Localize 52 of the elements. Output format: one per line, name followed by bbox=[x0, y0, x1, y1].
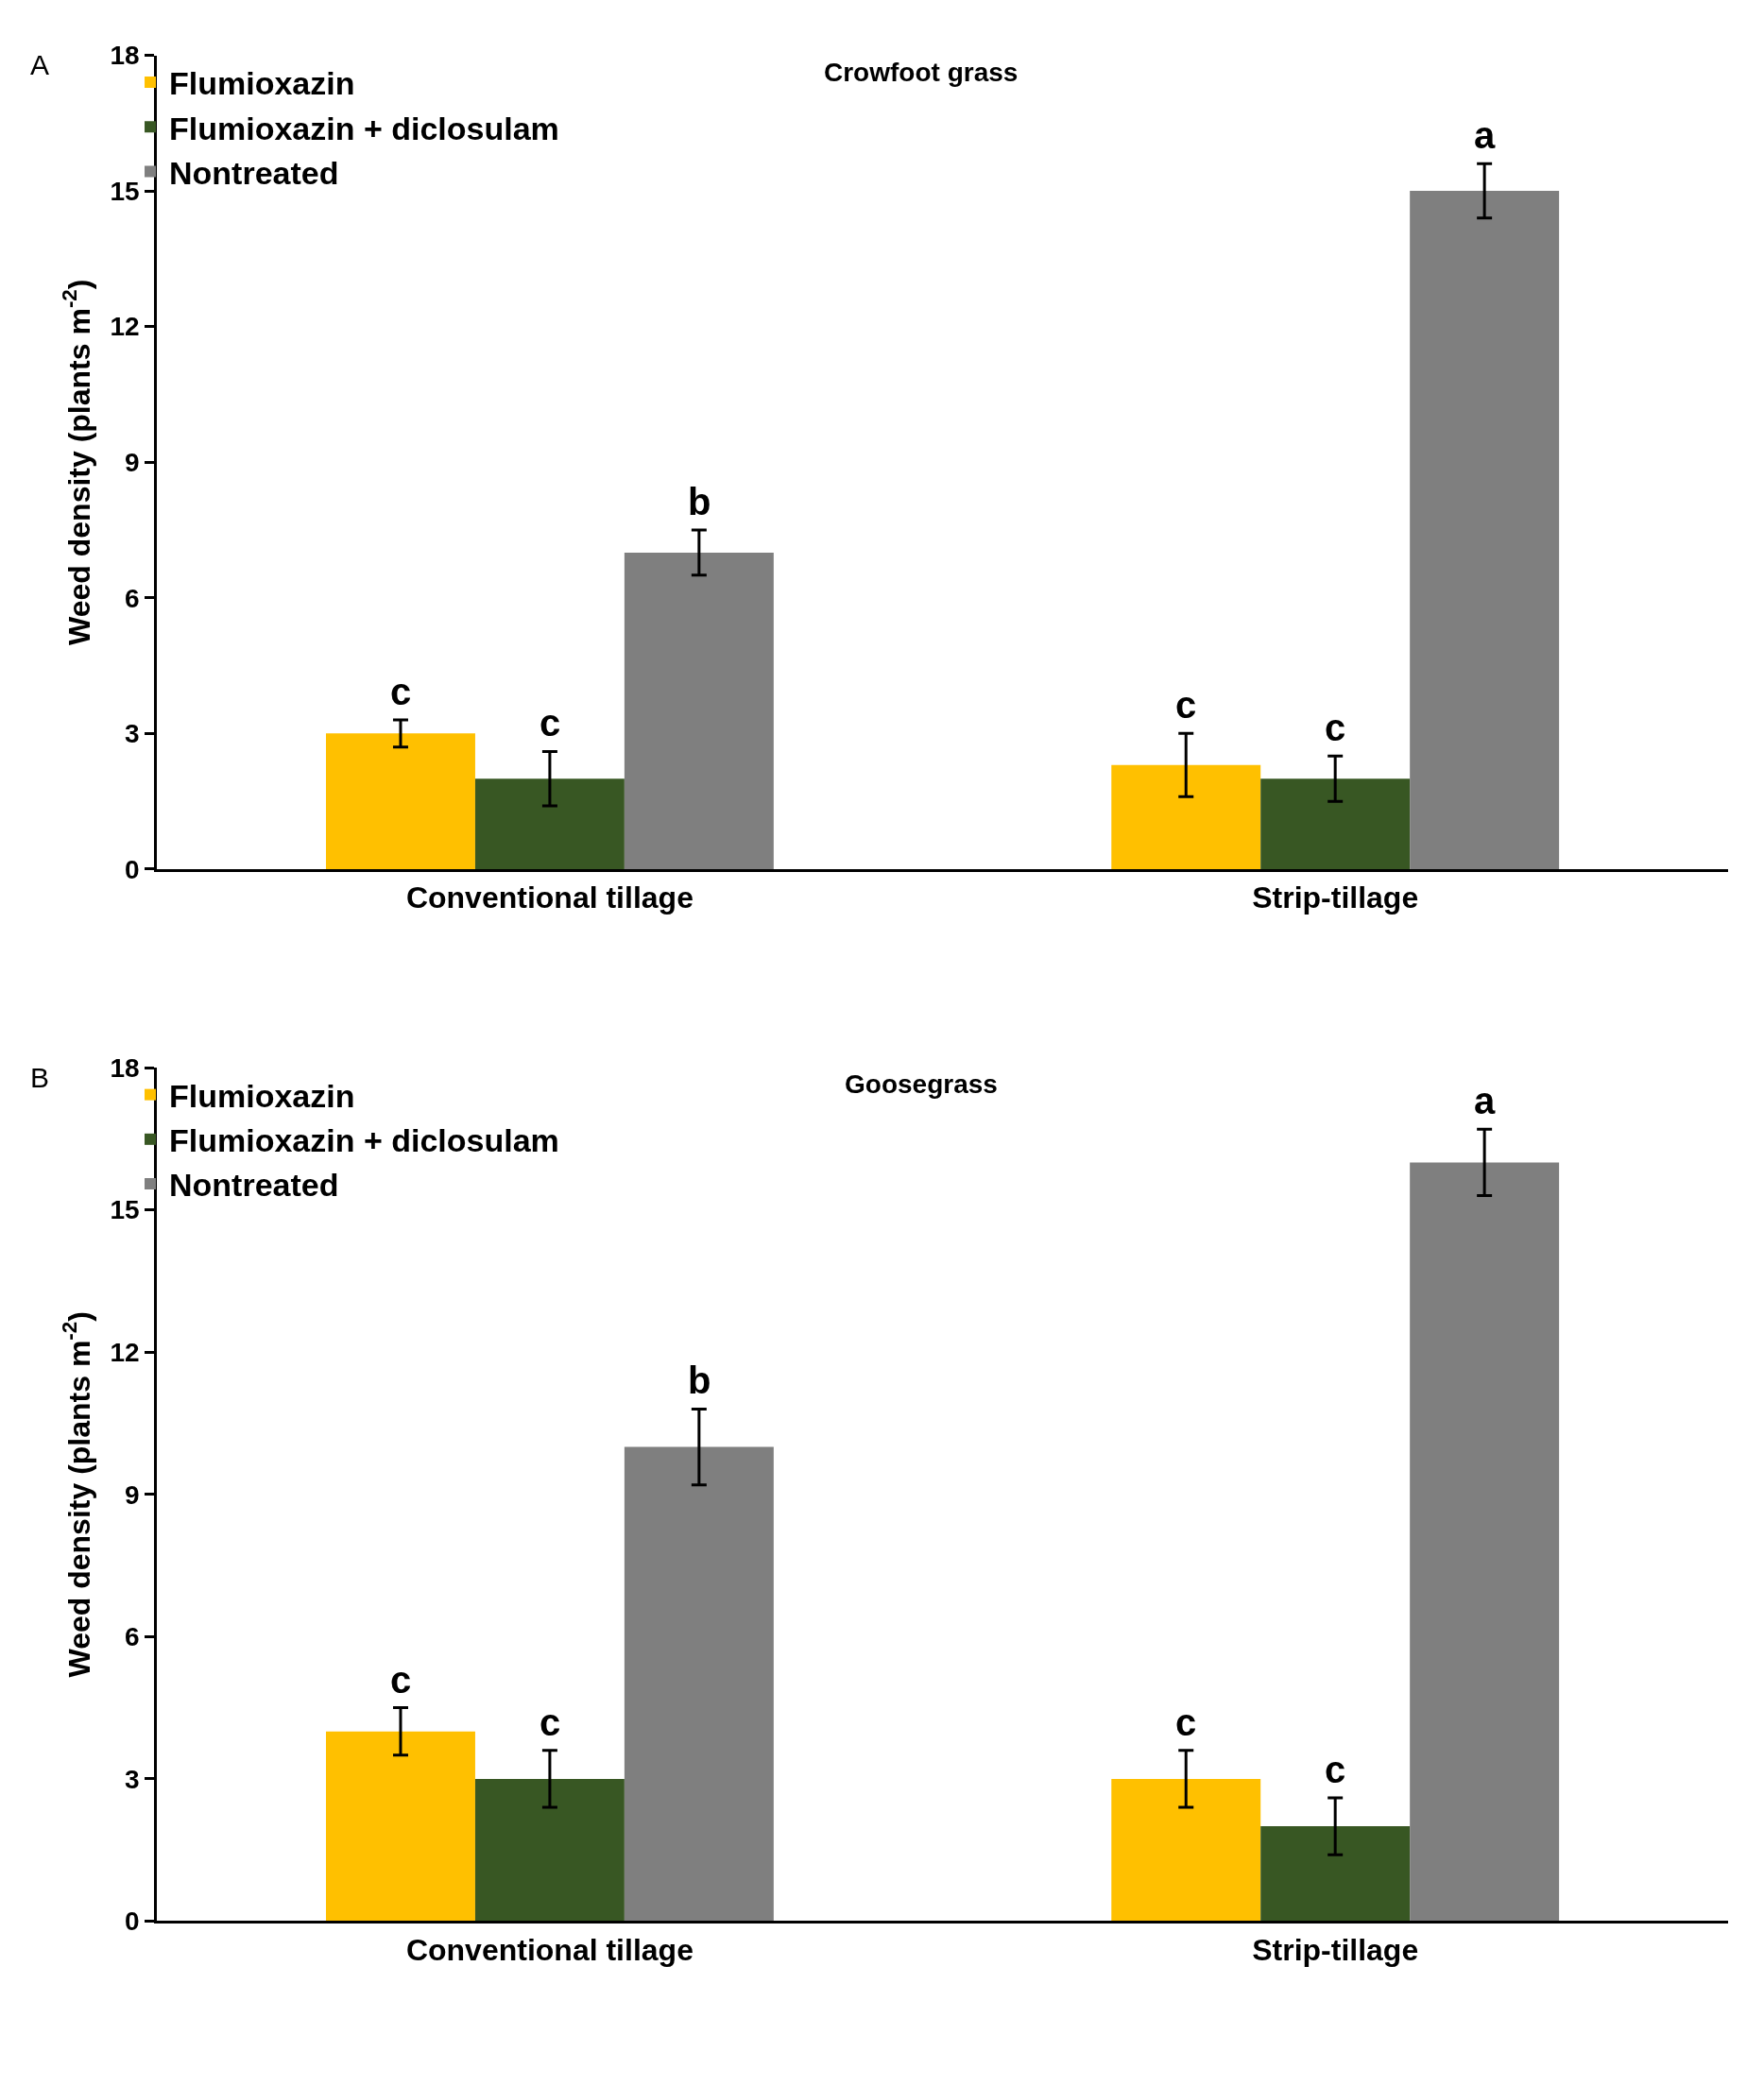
data-label: c bbox=[1175, 1701, 1197, 1743]
x-tick-label: Strip-tillage bbox=[1252, 881, 1419, 915]
legend-label: Flumioxazin bbox=[169, 65, 355, 102]
y-tick-label: 12 bbox=[110, 312, 140, 342]
y-tick-label: 15 bbox=[110, 176, 140, 206]
y-tick-label: 3 bbox=[125, 719, 140, 749]
y-tick-label: 0 bbox=[125, 1906, 140, 1937]
bar bbox=[474, 1778, 625, 1922]
legend-label: Nontreated bbox=[169, 1167, 339, 1204]
legend-label: Flumioxazin bbox=[169, 1077, 355, 1114]
y-tick-label: 15 bbox=[110, 1195, 140, 1225]
data-label: b bbox=[688, 481, 711, 522]
x-tick-label: Conventional tillage bbox=[405, 881, 694, 915]
y-tick-label: 3 bbox=[125, 1764, 140, 1794]
bar bbox=[1410, 191, 1560, 869]
data-label: a bbox=[1474, 114, 1496, 156]
bar bbox=[624, 552, 774, 869]
text: B bbox=[30, 1062, 50, 1093]
bar bbox=[325, 1731, 475, 1922]
y-tick-label: 6 bbox=[125, 1622, 140, 1652]
data-label: a bbox=[1474, 1080, 1496, 1121]
bar bbox=[1260, 778, 1411, 869]
text: A bbox=[30, 49, 50, 80]
y-tick-label: 6 bbox=[125, 583, 140, 613]
data-label: c bbox=[539, 702, 561, 744]
x-tick-label: Conventional tillage bbox=[405, 1932, 694, 1967]
y-tick-label: 12 bbox=[110, 1337, 140, 1367]
chart-title: Crowfoot grass bbox=[824, 58, 1019, 87]
data-label: c bbox=[390, 1659, 412, 1701]
y-tick-label: 0 bbox=[125, 854, 140, 884]
bar bbox=[1260, 1826, 1411, 1922]
y-tick-label: 9 bbox=[125, 448, 140, 478]
data-label: c bbox=[1175, 684, 1197, 726]
legend-label: Nontreated bbox=[169, 154, 339, 191]
y-tick-label: 18 bbox=[110, 1052, 140, 1083]
legend-label: Flumioxazin + diclosulam bbox=[169, 1122, 559, 1159]
data-label: c bbox=[1325, 1749, 1346, 1790]
bar bbox=[1410, 1162, 1560, 1922]
y-tick-label: 9 bbox=[125, 1479, 140, 1510]
chart-title: Goosegrass bbox=[845, 1069, 998, 1099]
data-label: c bbox=[539, 1701, 561, 1743]
bar bbox=[624, 1446, 774, 1922]
bar bbox=[1111, 1778, 1261, 1922]
data-label: c bbox=[390, 671, 412, 712]
legend-label: Flumioxazin + diclosulam bbox=[169, 110, 559, 146]
bar bbox=[474, 778, 625, 869]
data-label: b bbox=[688, 1359, 711, 1401]
bar bbox=[325, 733, 475, 869]
y-tick-label: 18 bbox=[110, 41, 140, 71]
bar bbox=[1111, 764, 1261, 869]
x-tick-label: Strip-tillage bbox=[1252, 1932, 1419, 1967]
data-label: c bbox=[1325, 707, 1346, 748]
